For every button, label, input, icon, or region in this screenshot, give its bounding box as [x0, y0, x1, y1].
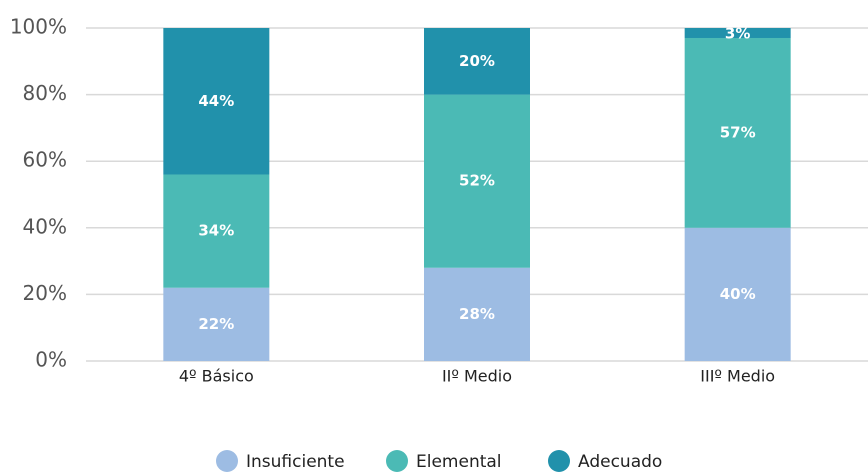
legend-label: Elemental [416, 452, 502, 472]
legend-marker [548, 450, 570, 472]
bar-segment [424, 94, 530, 268]
y-tick-label: 0% [35, 348, 67, 372]
bar-segment [684, 37, 791, 228]
legend-label: Insuficiente [246, 452, 345, 472]
bar-segment [163, 28, 270, 175]
x-tick-label: 4º Básico [179, 367, 254, 386]
legend-marker [386, 450, 408, 472]
data-label: 34% [198, 222, 234, 240]
x-tick-label: IIº Medio [442, 367, 512, 386]
data-label: 57% [720, 123, 756, 141]
data-label: 52% [459, 172, 495, 190]
y-tick-label: 20% [23, 281, 67, 305]
legend-marker [216, 450, 238, 472]
bar-segment [424, 267, 530, 361]
data-label: 20% [459, 52, 495, 70]
bar-segment [424, 28, 530, 95]
y-tick-label: 80% [23, 81, 67, 105]
bar-segment [163, 287, 270, 361]
legend-label: Adecuado [578, 452, 662, 472]
data-label: 3% [725, 25, 750, 43]
y-tick-label: 100% [10, 15, 67, 39]
bar-segment [684, 28, 791, 38]
data-label: 28% [459, 305, 495, 323]
data-label: 44% [198, 92, 234, 110]
y-tick-label: 60% [23, 148, 67, 172]
x-tick-label: IIIº Medio [700, 367, 775, 386]
bar-segment [684, 227, 791, 361]
bar-segment [163, 174, 270, 288]
y-tick-label: 40% [23, 214, 67, 238]
data-label: 40% [720, 285, 756, 303]
data-label: 22% [198, 315, 234, 333]
